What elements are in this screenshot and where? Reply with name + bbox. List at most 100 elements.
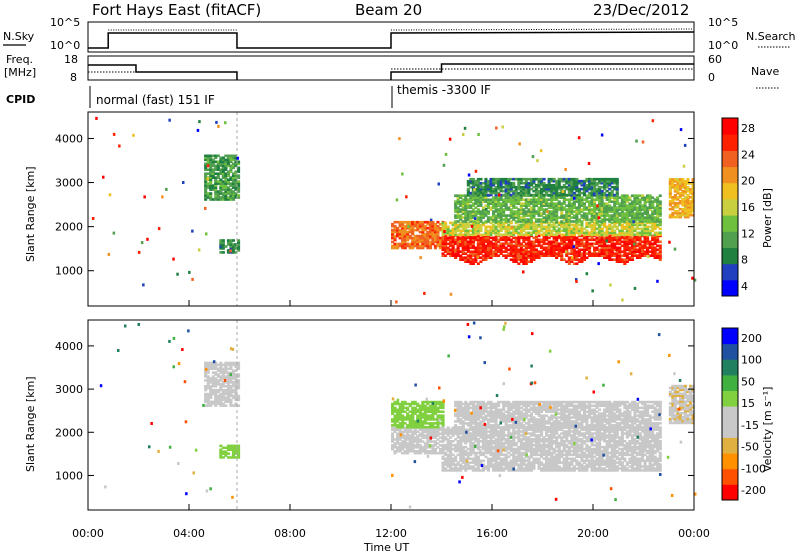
heatmap-speckle xyxy=(423,291,426,295)
heatmap-cell xyxy=(479,252,483,255)
heatmap-cell xyxy=(431,220,435,224)
freq-label: Freq. xyxy=(6,53,33,66)
heatmap-cell xyxy=(658,233,662,237)
heatmap-cell xyxy=(562,221,566,225)
heatmap-cell xyxy=(466,254,470,257)
heatmap-cell xyxy=(610,225,614,229)
heatmap-cell xyxy=(469,210,473,213)
colorbar-tick-label: 24 xyxy=(741,148,755,161)
heatmap-cell xyxy=(408,426,412,429)
heatmap-cell xyxy=(449,467,453,470)
heatmap-cell xyxy=(469,440,473,443)
heatmap-cell xyxy=(494,240,498,244)
heatmap-cell xyxy=(527,212,531,215)
heatmap-cell xyxy=(610,240,614,244)
heatmap-cell xyxy=(226,154,230,158)
heatmap-cell xyxy=(396,242,400,246)
heatmap-cell xyxy=(527,260,531,263)
heatmap-cell xyxy=(216,379,220,382)
heatmap-cell xyxy=(234,361,238,365)
heatmap-cell xyxy=(398,410,402,413)
heatmap-speckle xyxy=(196,128,200,132)
heatmap-cell xyxy=(598,252,602,255)
heatmap-cell xyxy=(590,198,594,201)
heatmap-cell xyxy=(413,234,417,238)
heatmap-cell xyxy=(209,184,213,187)
heatmap-cell xyxy=(219,239,223,242)
heatmap-cell xyxy=(411,444,415,447)
heatmap-cell xyxy=(582,187,586,191)
heatmap-cell xyxy=(527,202,531,205)
heatmap-cell xyxy=(504,198,508,201)
heatmap-cell xyxy=(635,198,639,201)
heatmap-cell xyxy=(618,204,622,207)
heatmap-cell xyxy=(499,189,503,193)
heatmap-cell xyxy=(479,432,483,435)
heatmap-cell xyxy=(411,426,415,429)
heatmap-cell xyxy=(671,198,675,201)
heatmap-cell xyxy=(512,449,516,453)
heatmap-cell xyxy=(418,426,422,429)
heatmap-cell xyxy=(221,456,225,459)
heatmap-cell xyxy=(444,453,448,457)
heatmap-cell xyxy=(534,238,538,242)
heatmap-cell xyxy=(524,183,528,187)
heatmap-cell xyxy=(681,198,685,201)
heatmap-cell xyxy=(504,229,508,233)
heatmap-cell xyxy=(464,242,468,246)
heatmap-cell xyxy=(643,231,647,235)
heatmap-cell xyxy=(401,404,405,408)
heatmap-cell xyxy=(204,174,208,177)
heatmap-cell xyxy=(603,250,607,253)
heatmap-cell xyxy=(393,418,397,421)
heatmap-cell xyxy=(646,216,650,219)
heatmap-cell xyxy=(517,193,521,197)
heatmap-cell xyxy=(635,223,639,227)
heatmap-cell xyxy=(656,196,660,199)
heatmap-cell xyxy=(593,212,597,215)
heatmap-cell xyxy=(234,402,238,405)
heatmap-cell xyxy=(537,210,541,213)
heatmap-cell xyxy=(471,236,475,240)
heatmap-cell xyxy=(211,367,215,370)
heatmap-cell xyxy=(623,231,627,235)
heatmap-cell xyxy=(603,220,607,223)
heatmap-cell xyxy=(593,204,597,207)
heatmap-cell xyxy=(214,184,218,187)
heatmap-cell xyxy=(219,365,223,369)
heatmap-speckle xyxy=(102,175,105,179)
heatmap-cell xyxy=(547,225,551,229)
heatmap-cell xyxy=(436,418,440,421)
heatmap-cell xyxy=(683,180,687,183)
heatmap-cell xyxy=(615,242,619,246)
heatmap-cell xyxy=(469,229,473,233)
heatmap-cell xyxy=(615,218,619,221)
heatmap-cell xyxy=(671,186,675,189)
heatmap-cell xyxy=(651,229,655,233)
heatmap-cell xyxy=(507,189,511,193)
heatmap-cell xyxy=(421,434,425,437)
heatmap-speckle xyxy=(609,283,612,287)
heatmap-cell xyxy=(466,447,470,451)
heatmap-cell xyxy=(595,240,599,244)
heatmap-cell xyxy=(534,220,538,223)
heatmap-cell xyxy=(656,212,660,215)
heatmap-cell xyxy=(436,232,440,236)
heatmap-cell xyxy=(398,404,402,408)
heatmap-cell xyxy=(646,212,650,215)
heatmap-cell xyxy=(486,443,490,447)
heatmap-cell xyxy=(605,233,609,237)
heatmap-cell xyxy=(641,221,645,225)
heatmap-cell xyxy=(489,436,493,439)
heatmap-cell xyxy=(633,206,637,209)
heatmap-cell xyxy=(625,221,629,225)
heatmap-cell xyxy=(497,210,501,213)
heatmap-cell xyxy=(441,225,445,229)
heatmap-cell xyxy=(590,223,594,227)
heatmap-cell xyxy=(560,193,564,197)
heatmap-cell xyxy=(416,410,420,413)
heatmap-cell xyxy=(514,449,518,453)
heatmap-cell xyxy=(615,260,619,263)
heatmap-cell xyxy=(459,440,463,443)
heatmap-cell xyxy=(507,248,511,252)
